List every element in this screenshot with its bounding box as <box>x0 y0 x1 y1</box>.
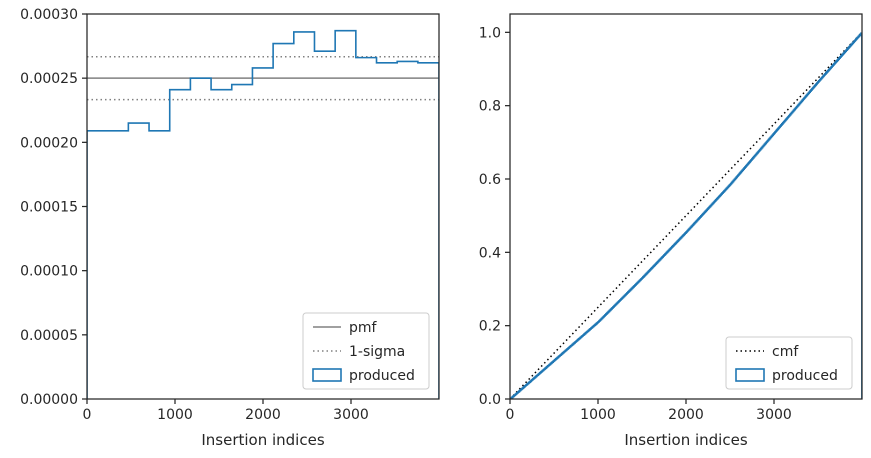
legend-label-produced: produced <box>772 368 838 384</box>
y-tick-label: 0.00005 <box>20 328 78 344</box>
plot-area <box>87 29 439 399</box>
legend-label-1-sigma: 1-sigma <box>349 344 405 360</box>
cmf-line <box>510 31 862 399</box>
legend: cmf produced <box>725 336 853 390</box>
right-chart-panel: 0 1000 2000 3000 0.0 0.2 0.4 0.6 0.8 1.0 Insertion… <box>479 13 863 449</box>
legend-box <box>302 312 430 390</box>
x-tick-label: 2000 <box>245 407 281 423</box>
legend-swatch-produced <box>735 368 765 382</box>
produced-cumulative <box>510 32 862 399</box>
y-tick-label: 0.0 <box>479 392 501 408</box>
y-tick-label: 0.00020 <box>20 135 78 151</box>
legend-label-pmf: pmf <box>349 320 378 336</box>
legend-label-produced: produced <box>349 368 415 384</box>
x-tick-label: 0 <box>83 407 92 423</box>
y-tick-label: 0.00030 <box>20 7 78 23</box>
y-tick-label: 0.00010 <box>20 264 78 280</box>
x-tick-label: 3000 <box>333 407 369 423</box>
legend-label-cmf: cmf <box>772 344 799 360</box>
x-tick-label: 0 <box>506 407 515 423</box>
x-axis-label: Insertion indices <box>624 431 747 449</box>
legend-box <box>725 336 853 390</box>
y-tick-label: 0.2 <box>479 319 501 335</box>
produced-histogram <box>87 29 439 399</box>
left-chart-panel: 0 1000 2000 3000 0.00000 0.00005 0.00010 0.0001… <box>20 7 440 449</box>
y-tick-label: 1.0 <box>479 25 501 41</box>
y-tick-label: 0.8 <box>479 99 501 115</box>
y-tick-label: 0.6 <box>479 172 501 188</box>
x-tick-label: 1000 <box>580 407 616 423</box>
x-tick-label: 3000 <box>756 407 792 423</box>
x-tick-label: 1000 <box>157 407 193 423</box>
plot-area <box>510 31 862 399</box>
x-tick-label: 2000 <box>668 407 704 423</box>
x-axis-label: Insertion indices <box>201 431 324 449</box>
y-tick-label: 0.4 <box>479 245 501 261</box>
y-tick-label: 0.00015 <box>20 200 78 216</box>
y-tick-label: 0.00025 <box>20 71 78 87</box>
legend: pmf 1-sigma produced <box>302 312 430 390</box>
y-tick-label: 0.00000 <box>20 392 78 408</box>
legend-swatch-produced <box>312 368 342 382</box>
